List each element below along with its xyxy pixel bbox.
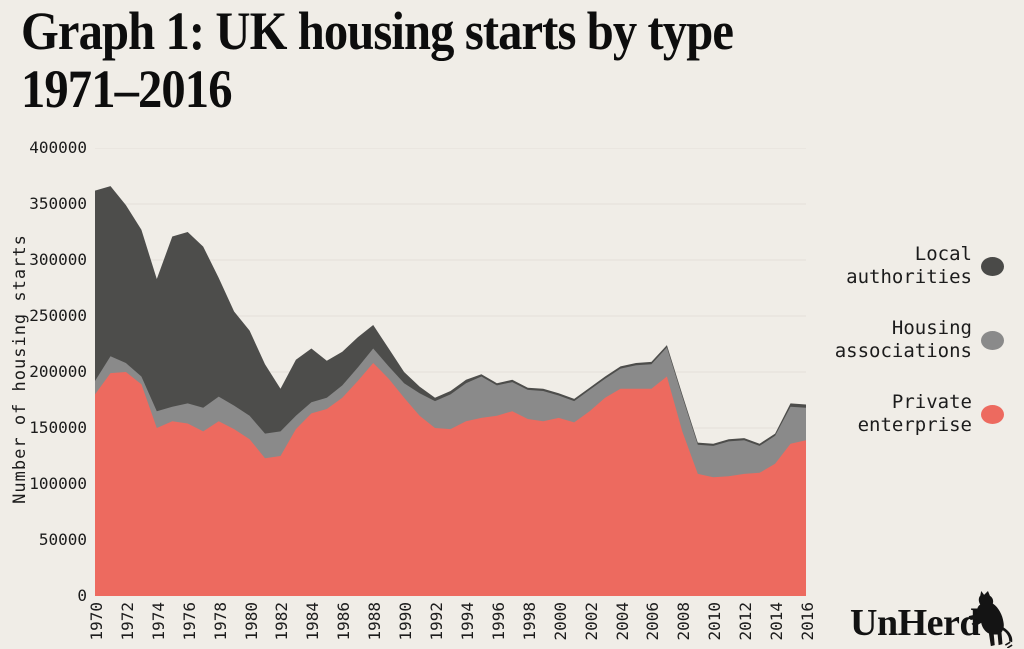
x-tick-label: 1978 [210, 602, 230, 641]
x-tick-label: 1982 [272, 602, 292, 641]
legend: Local authorities Housing associations Priva… [835, 243, 1004, 465]
y-tick-label: 200000 [29, 362, 87, 381]
y-tick-label: 300000 [29, 250, 87, 269]
chart-title-line2: 1971–2016 [21, 59, 233, 119]
x-tick-label: 2008 [674, 602, 694, 641]
x-tick-label: 1992 [427, 602, 447, 641]
x-tick-label: 1972 [117, 602, 137, 641]
legend-dot [981, 404, 1004, 424]
x-tick-label: 1990 [396, 602, 416, 641]
x-tick-label: 2006 [643, 602, 663, 641]
x-tick-label: 2014 [767, 602, 787, 641]
x-tick-label: 1976 [179, 602, 199, 641]
cow-icon [968, 590, 1013, 648]
chart-title-line1: Graph 1: UK housing starts by type [21, 1, 734, 61]
legend-entry: Local authorities [835, 243, 1004, 289]
y-tick-label: 400000 [29, 138, 87, 157]
x-tick-label: 1974 [148, 602, 168, 641]
x-tick-label: 2002 [581, 602, 601, 641]
x-tick-label: 2010 [705, 602, 725, 641]
x-tick-label: 1970 [87, 602, 106, 641]
legend-label: Local authorities [846, 243, 972, 288]
x-tick-label: 2016 [798, 602, 817, 641]
x-tick-label: 1988 [365, 602, 385, 641]
x-tick-label: 1986 [334, 602, 354, 641]
stacked-area-chart [95, 148, 806, 596]
y-tick-label: 150000 [29, 418, 87, 437]
y-tick-label: 50000 [38, 530, 87, 549]
legend-dot [981, 330, 1004, 350]
chart-title: Graph 1: UK housing starts by type 1971–… [21, 1, 734, 119]
x-tick-label: 1984 [303, 602, 323, 641]
x-tick-label: 2000 [550, 602, 570, 641]
y-tick-label: 250000 [29, 306, 87, 325]
x-tick-label: 2012 [736, 602, 756, 641]
legend-label: Private enterprise [857, 391, 972, 436]
legend-entry: Housing associations [835, 317, 1004, 363]
x-tick-label: 1998 [519, 602, 539, 641]
unherd-logo: UnHerd [850, 590, 1016, 648]
legend-entry: Private enterprise [835, 391, 1004, 437]
legend-label: Housing associations [834, 317, 972, 362]
unherd-logo-text: UnHerd [850, 602, 981, 644]
y-tick-label: 350000 [29, 194, 87, 213]
legend-dot [981, 256, 1004, 276]
x-tick-label: 1994 [457, 602, 477, 641]
x-tick-label: 1996 [488, 602, 508, 641]
y-tick-label: 0 [77, 586, 87, 605]
x-tick-label: 1980 [241, 602, 261, 641]
area-private-enterprise [95, 363, 806, 596]
y-tick-label: 100000 [29, 474, 87, 493]
x-tick-label: 2004 [612, 602, 632, 641]
